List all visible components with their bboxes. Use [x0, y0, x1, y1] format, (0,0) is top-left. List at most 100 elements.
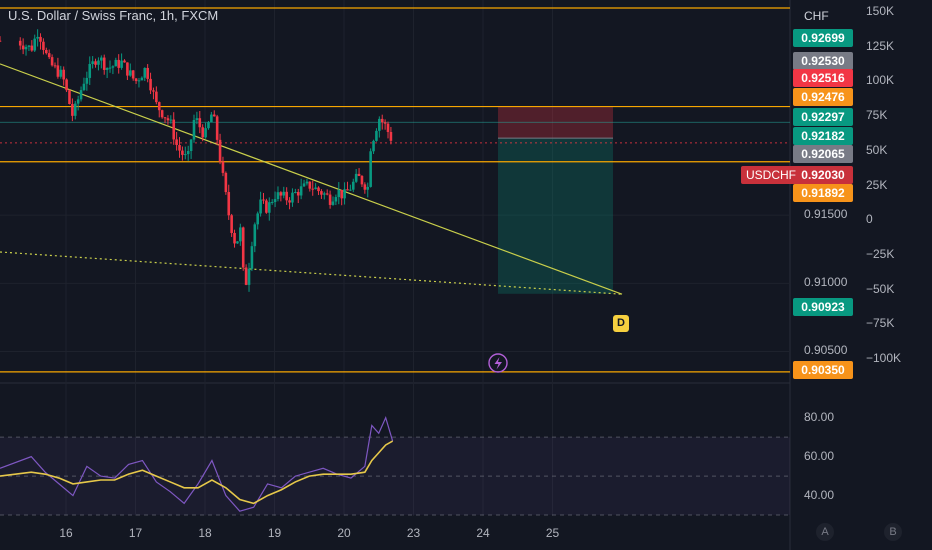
- date-tick-4: 20: [337, 526, 351, 540]
- candle-body-120: [363, 184, 367, 190]
- candle-body-96: [294, 192, 297, 194]
- candle-body-64: [201, 127, 204, 138]
- currency-label: CHF: [804, 9, 829, 23]
- candle-body-15: [59, 69, 63, 77]
- candle-body-60: [189, 139, 193, 152]
- candle-body-119: [360, 175, 364, 185]
- candle-body-104: [317, 187, 320, 192]
- candle-body-1: [18, 40, 22, 46]
- candle-body-82: [253, 224, 257, 247]
- price-tag-0: 0.92699: [793, 29, 853, 47]
- candle-body-69: [215, 116, 219, 140]
- candle-body-105: [320, 191, 323, 195]
- candle-body-48: [155, 91, 158, 103]
- candle-body-56: [178, 144, 181, 151]
- candle-body-72: [224, 172, 228, 193]
- candle-body-92: [282, 191, 286, 196]
- candle-body-99: [302, 183, 306, 187]
- candle-body-100: [305, 181, 309, 184]
- candle-body-29: [100, 57, 103, 61]
- candle-body-90: [276, 192, 280, 200]
- candle-body-88: [270, 202, 274, 204]
- candle-body-70: [218, 139, 222, 162]
- candle-body-55: [175, 139, 178, 145]
- price-tag-10: 0.90350: [793, 361, 853, 379]
- candle-body-122: [369, 151, 372, 187]
- price-tick-1: 0.91000: [804, 275, 848, 290]
- candle-body-22: [79, 90, 83, 100]
- candle-body-23: [82, 83, 86, 91]
- candle-body-85: [262, 199, 265, 201]
- candles: [0, 29, 393, 292]
- candle-body-13: [53, 65, 57, 67]
- price-tick-0: 0.91500: [804, 207, 848, 222]
- candle-body-67: [210, 114, 213, 123]
- candle-body-108: [328, 194, 332, 205]
- candle-body-16: [62, 69, 65, 80]
- candle-body-76: [236, 241, 239, 244]
- candle-body-7: [36, 36, 39, 39]
- position-tool[interactable]: [498, 106, 613, 294]
- horizontal-levels[interactable]: [0, 7, 790, 373]
- price-tag-1: 0.92530: [793, 52, 853, 70]
- price-tick-2: 0.90500: [804, 343, 848, 358]
- candle-body-65: [204, 128, 207, 138]
- candle-body-3: [24, 46, 28, 50]
- candle-body-33: [111, 66, 115, 68]
- candle-body-35: [117, 59, 121, 68]
- candle-body-26: [91, 61, 94, 64]
- candle-body-38: [126, 62, 129, 76]
- candle-body-54: [172, 119, 176, 140]
- candle-body-32: [108, 67, 112, 69]
- candle-body-63: [198, 118, 202, 128]
- candle-body-86: [265, 200, 268, 213]
- candle-body-39: [128, 70, 132, 76]
- candle-body-5: [30, 45, 34, 51]
- date-tick-3: 19: [267, 526, 282, 540]
- date-tick-6: 24: [476, 526, 490, 540]
- candle-body-84: [259, 199, 262, 214]
- candle-body-24: [85, 77, 89, 84]
- candle-body-73: [227, 192, 231, 216]
- marker-d[interactable]: D: [613, 315, 629, 332]
- price-tag-current: 0.92030: [793, 166, 853, 184]
- candle-body-95: [291, 192, 294, 203]
- rsi-tick-2: 40.00: [804, 487, 835, 502]
- candle-body-111: [337, 189, 341, 198]
- candle-body-0: [0, 40, 2, 42]
- date-tick-5: 23: [406, 526, 421, 540]
- candle-body-128: [386, 123, 390, 133]
- candle-body-109: [331, 201, 335, 205]
- rsi-tick-1: 60.00: [804, 448, 835, 463]
- candle-body-129: [389, 132, 393, 141]
- volume-tick-7: −25K: [866, 246, 895, 261]
- candle-body-27: [94, 61, 97, 65]
- candle-body-124: [375, 130, 378, 141]
- candle-body-12: [50, 57, 54, 66]
- candle-body-80: [247, 268, 251, 285]
- trendlines[interactable]: [0, 63, 623, 295]
- candle-body-68: [212, 114, 216, 117]
- candle-body-21: [76, 99, 80, 104]
- lightning-icon[interactable]: [488, 353, 508, 373]
- price-tag-5: 0.92182: [793, 127, 853, 145]
- candle-body-36: [120, 60, 123, 68]
- candle-body-98: [299, 186, 303, 196]
- candle-body-10: [45, 49, 48, 54]
- candle-body-71: [221, 161, 225, 173]
- trendline-1: [0, 251, 623, 295]
- candle-body-110: [334, 197, 338, 202]
- candle-body-57: [181, 150, 184, 155]
- button-b[interactable]: B: [884, 523, 902, 541]
- rsi-tick-0: 80.00: [804, 409, 835, 424]
- button-a[interactable]: A: [816, 523, 834, 541]
- candle-body-107: [325, 193, 329, 195]
- candle-body-2: [21, 45, 25, 50]
- candle-body-34: [114, 59, 118, 67]
- target-zone: [498, 138, 613, 294]
- lightning-icon-bolt: [494, 357, 502, 370]
- price-tag-2: 0.92516: [793, 69, 853, 87]
- candle-body-123: [372, 140, 375, 152]
- candle-body-106: [323, 193, 326, 195]
